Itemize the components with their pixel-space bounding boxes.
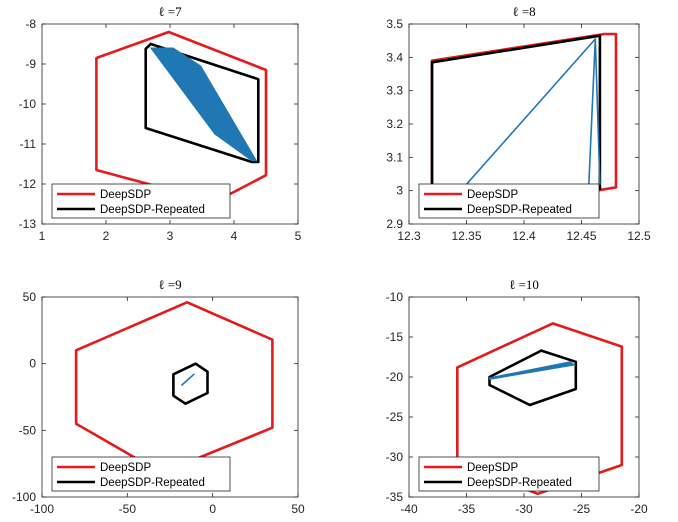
x-tick-label: 12.5 bbox=[627, 229, 651, 243]
y-tick-label: -30 bbox=[386, 450, 404, 464]
y-tick-label: 3.3 bbox=[386, 84, 403, 98]
subplot-2: 12.3 12.35 12.4 12.45 12.5 2.9 3 3.1 3.2 3.3 3.4 3.… bbox=[386, 4, 651, 243]
legend-box bbox=[418, 456, 600, 492]
legend: DeepSDP DeepSDP-Repeated bbox=[51, 456, 231, 492]
series-line-2 bbox=[172, 362, 209, 406]
y-tick-label: 50 bbox=[23, 290, 37, 304]
y-tick-label: 3.1 bbox=[386, 150, 403, 164]
x-tick-label: -30 bbox=[515, 502, 533, 516]
data-layer bbox=[455, 322, 624, 496]
legend-label: DeepSDP-Repeated bbox=[100, 477, 205, 489]
data-region-3 bbox=[149, 47, 258, 162]
chart-title: ℓ =9 bbox=[158, 277, 181, 292]
y-tick-label: -10 bbox=[19, 97, 37, 111]
y-tick-label: -9 bbox=[25, 57, 36, 71]
data-region-3 bbox=[489, 361, 576, 380]
series-line-2 bbox=[144, 42, 260, 164]
x-tick-label: 0 bbox=[209, 502, 216, 516]
y-tick-label: -25 bbox=[386, 410, 404, 424]
y-tick-label: 0 bbox=[29, 357, 36, 371]
subplot-1: 1 2 3 4 5 -13 -12 -11 -10 -9 -8 ℓ =7 DeepSDP DeepSDP-… bbox=[19, 4, 302, 243]
y-tick-label: 3.5 bbox=[386, 17, 403, 31]
x-tick-label: -100 bbox=[30, 502, 54, 516]
legend: DeepSDP DeepSDP-Repeated bbox=[418, 183, 600, 219]
y-tick-label: 3.2 bbox=[386, 117, 403, 131]
legend-label: DeepSDP bbox=[100, 189, 151, 201]
subplot-4: -40 -35 -30 -25 -20-35-30-25-20-15-10ℓ =10De… bbox=[386, 277, 648, 516]
y-tick-label: -35 bbox=[386, 490, 404, 504]
legend-box bbox=[51, 183, 231, 219]
x-tick-label: -35 bbox=[458, 502, 476, 516]
data-trace-3 bbox=[181, 373, 195, 386]
axes-box bbox=[41, 296, 299, 498]
chart-title: ℓ =10 bbox=[509, 277, 539, 292]
y-tick-label: -11 bbox=[20, 137, 37, 151]
subplot-3: -100 -50 0 50 -100 -50 0 50 ℓ =9 DeepSDP DeepSDP-R… bbox=[12, 277, 305, 516]
x-tick-label: 4 bbox=[231, 229, 238, 243]
y-tick-label: -13 bbox=[19, 217, 37, 231]
x-tick-label: -50 bbox=[119, 502, 137, 516]
legend-box bbox=[51, 456, 231, 492]
x-tick-label: 3 bbox=[167, 229, 174, 243]
y-tick-label: 3 bbox=[396, 184, 403, 198]
legend-box bbox=[418, 183, 600, 219]
chart-title: ℓ =7 bbox=[158, 4, 182, 19]
x-tick-label: 12.35 bbox=[451, 229, 481, 243]
y-tick-label: -100 bbox=[12, 490, 36, 504]
x-tick-label: 12.3 bbox=[397, 229, 421, 243]
x-tick-label: -25 bbox=[573, 502, 591, 516]
y-tick-label: -15 bbox=[386, 330, 404, 344]
x-tick-label: 12.45 bbox=[566, 229, 596, 243]
y-tick-label: 2.9 bbox=[386, 217, 403, 231]
y-tick-label: 3.4 bbox=[386, 50, 403, 64]
y-tick-label: -20 bbox=[386, 370, 404, 384]
x-tick-label: 1 bbox=[39, 229, 46, 243]
legend-label: DeepSDP-Repeated bbox=[467, 204, 572, 216]
x-tick-label: -20 bbox=[630, 502, 648, 516]
legend-label: DeepSDP-Repeated bbox=[467, 477, 572, 489]
y-tick-label: -12 bbox=[19, 177, 37, 191]
legend-label: DeepSDP-Repeated bbox=[100, 204, 205, 216]
y-tick-label: -8 bbox=[25, 17, 36, 31]
y-tick-label: -50 bbox=[19, 423, 37, 437]
series-line-1 bbox=[455, 322, 624, 496]
legend: DeepSDP DeepSDP-Repeated bbox=[418, 456, 600, 492]
x-tick-label: 5 bbox=[295, 229, 302, 243]
x-tick-label: 50 bbox=[291, 502, 305, 516]
legend-label: DeepSDP bbox=[467, 189, 518, 201]
legend: DeepSDP DeepSDP-Repeated bbox=[51, 183, 231, 219]
x-tick-label: -40 bbox=[400, 502, 418, 516]
series-line-2 bbox=[488, 349, 578, 407]
x-tick-label: 12.4 bbox=[512, 229, 536, 243]
chart-title: ℓ =8 bbox=[512, 4, 535, 19]
legend-label: DeepSDP bbox=[100, 462, 151, 474]
x-tick-label: 2 bbox=[103, 229, 110, 243]
data-trace-3 bbox=[459, 38, 601, 195]
legend-label: DeepSDP bbox=[467, 462, 518, 474]
y-tick-label: -10 bbox=[386, 290, 404, 304]
